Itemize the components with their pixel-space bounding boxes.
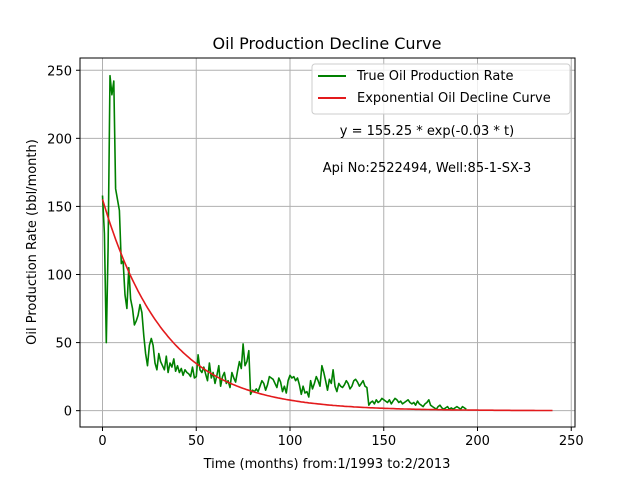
equation-annotation: y = 155.25 * exp(-0.03 * t) xyxy=(340,124,514,139)
x-tick-label: 0 xyxy=(98,434,106,449)
x-tick-label: 50 xyxy=(188,434,205,449)
series-line-true-rate xyxy=(101,74,467,411)
legend-label-true-rate: True Oil Production Rate xyxy=(356,69,513,84)
grid-lines xyxy=(80,58,575,427)
series-layer xyxy=(101,74,553,412)
well-annotation: Api No:2522494, Well:85-1-SX-3 xyxy=(323,161,531,176)
legend-box xyxy=(311,63,571,115)
x-axis-ticks: 0 50 100 150 200 250 xyxy=(98,427,584,449)
series-line-exp-curve xyxy=(101,199,553,412)
y-tick-label: 50 xyxy=(55,337,72,352)
y-tick-label: 150 xyxy=(47,200,72,215)
legend: True Oil Production Rate Exponential Oil… xyxy=(311,63,571,115)
y-tick-label: 200 xyxy=(47,132,72,147)
y-tick-label: 250 xyxy=(47,64,72,79)
plot-frame xyxy=(79,57,576,428)
x-tick-label: 150 xyxy=(371,434,396,449)
x-tick-label: 100 xyxy=(278,434,303,449)
x-tick-label: 200 xyxy=(465,434,490,449)
y-tick-label: 0 xyxy=(64,405,72,420)
x-tick-label: 250 xyxy=(559,434,584,449)
y-tick-label: 100 xyxy=(47,268,72,283)
y-axis-ticks: 0 50 100 150 200 250 xyxy=(47,64,80,420)
legend-label-exp-curve: Exponential Oil Decline Curve xyxy=(357,91,551,106)
chart-title: Oil Production Decline Curve xyxy=(213,34,442,53)
y-axis-label: Oil Production Rate (bbl/month) xyxy=(25,139,40,345)
x-axis-label: Time (months) from:1/1993 to:2/2013 xyxy=(203,457,451,472)
